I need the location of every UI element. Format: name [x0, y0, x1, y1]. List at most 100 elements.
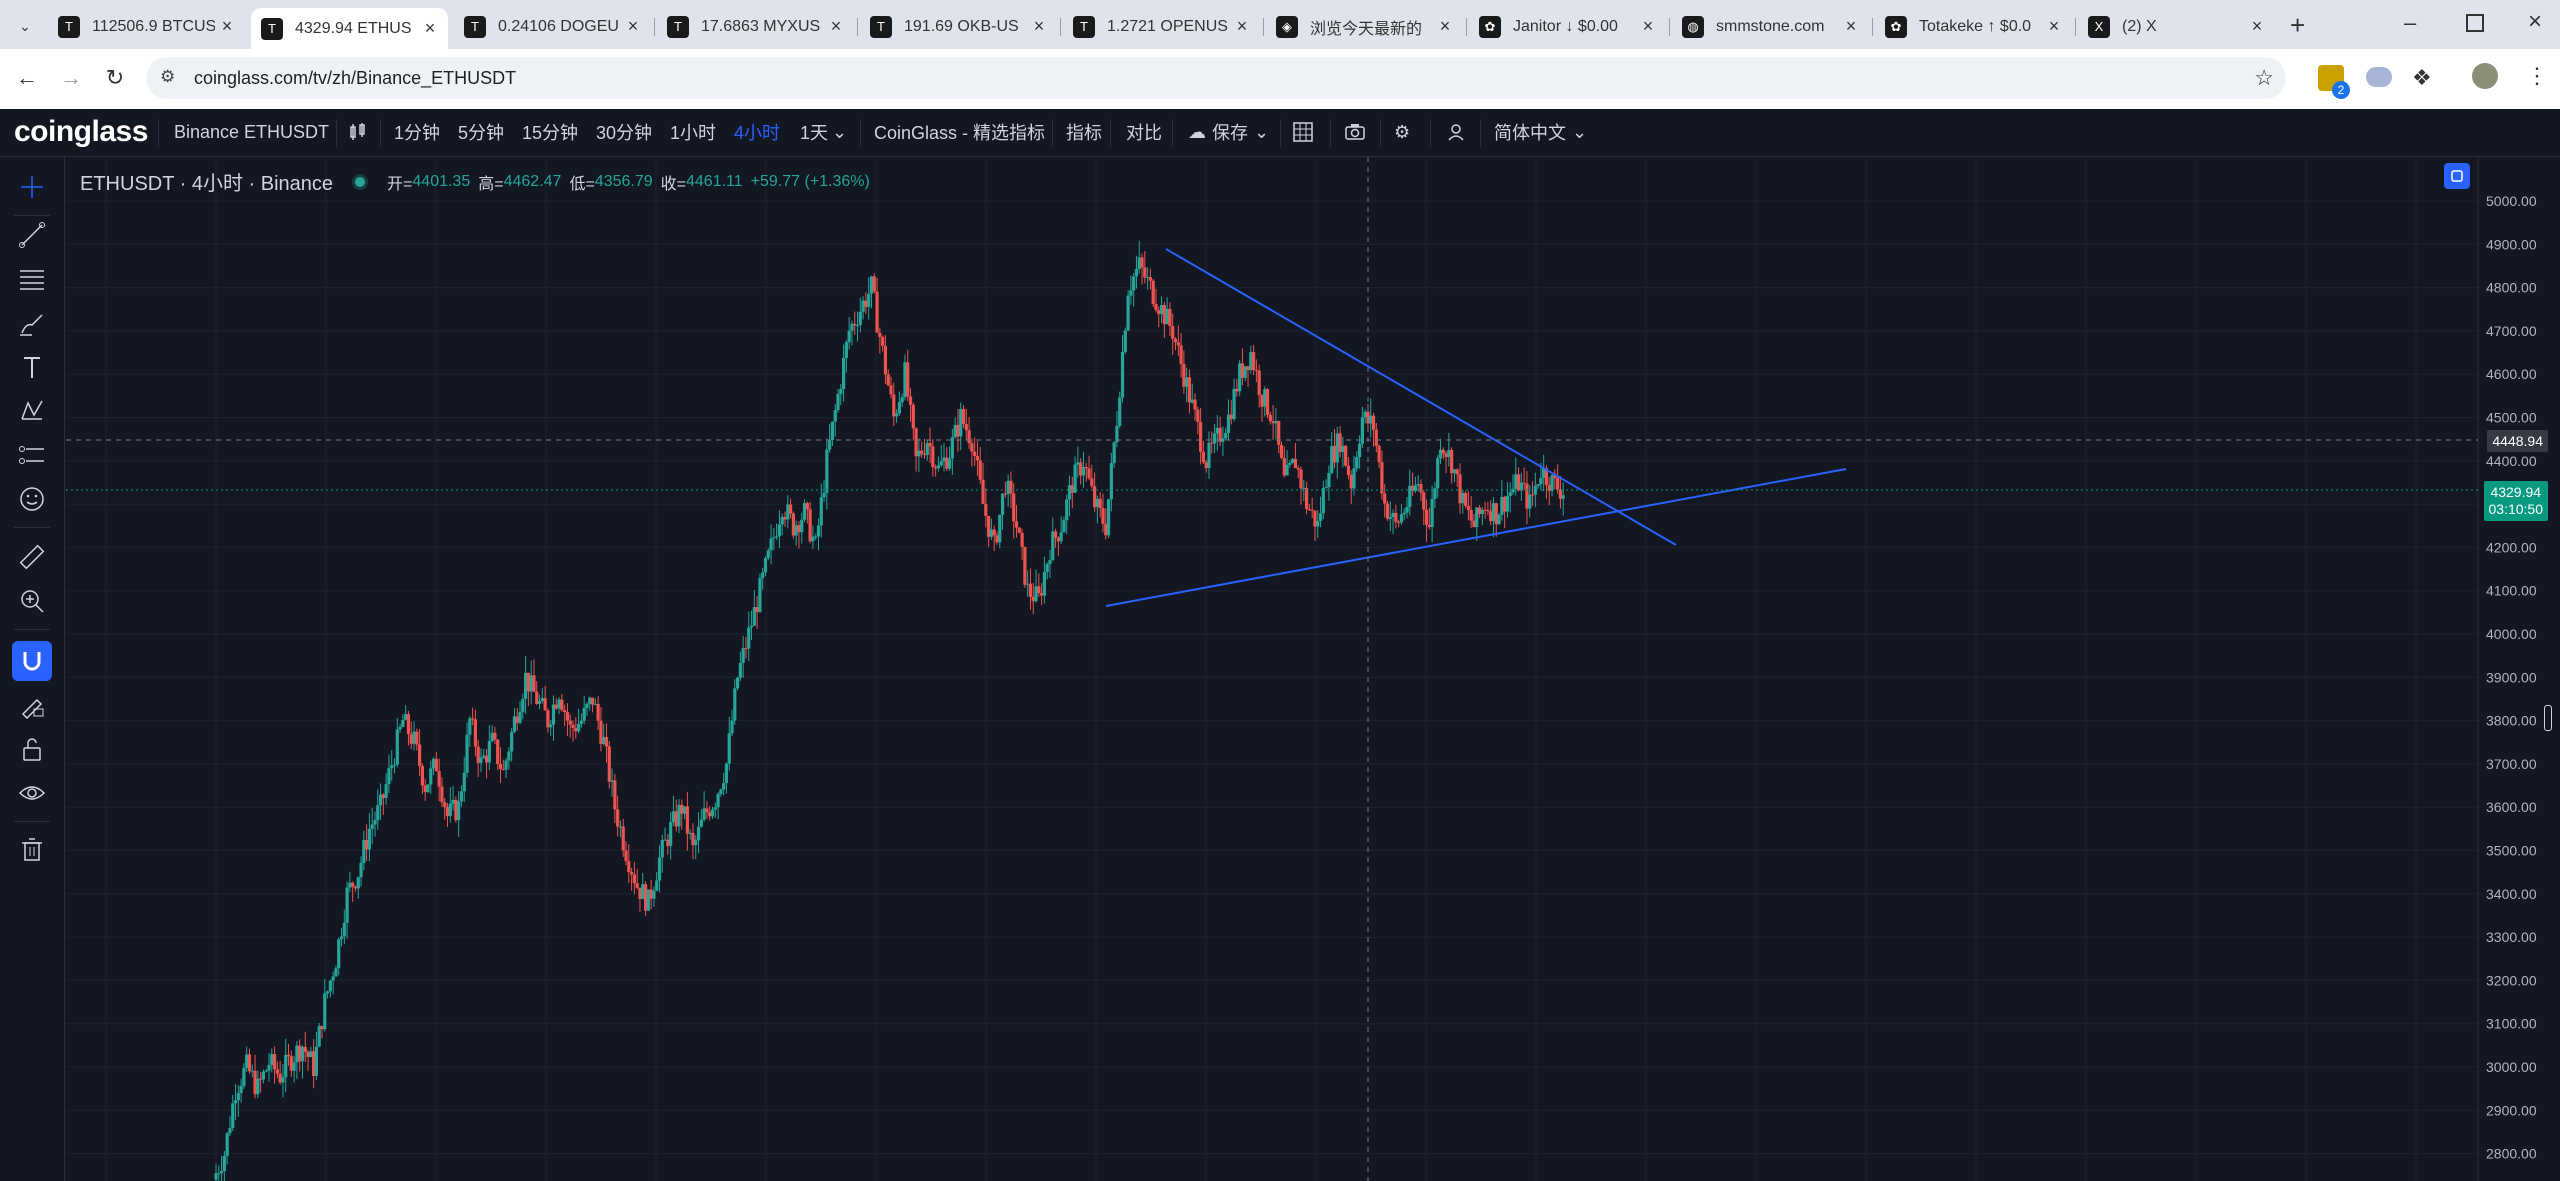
layout-grid-icon[interactable]: [1292, 117, 1314, 147]
interval-button[interactable]: 4小时: [734, 123, 781, 143]
browser-tab[interactable]: ✿ Janitor ↓ $0.00 ×: [1469, 8, 1666, 45]
restore-icon[interactable]: [2466, 14, 2484, 32]
measure-lines-icon[interactable]: [12, 435, 52, 475]
price-scale-handle[interactable]: [2544, 705, 2552, 731]
chart-pane[interactable]: 5000.00 4900.00 4800.00 4700.00 4600.00 4500.…: [66, 157, 2560, 1181]
forward-icon[interactable]: →: [60, 65, 82, 90]
legend-title[interactable]: ETHUSDT · 4小时 · Binance: [80, 173, 334, 195]
interval-button[interactable]: 5分钟: [458, 123, 505, 143]
back-icon[interactable]: ←: [16, 65, 38, 90]
candle-body: [1246, 366, 1250, 370]
settings-gear-icon[interactable]: ⚙: [1394, 121, 1411, 142]
candle-body: [894, 413, 899, 417]
extension-cloud-icon[interactable]: [2366, 67, 2392, 87]
candle-body: [892, 394, 896, 417]
reload-icon[interactable]: ↻: [105, 65, 125, 90]
interval-button[interactable]: 1小时: [670, 123, 717, 143]
omnibox[interactable]: ⚙ coinglass.com/tv/zh/Binance_ETHUSDT ☆: [146, 57, 2286, 99]
new-tab-button[interactable]: +: [2290, 10, 2306, 40]
coinglass-indicators-button[interactable]: CoinGlass - 精选指标: [874, 123, 1046, 143]
user-icon[interactable]: [1446, 117, 1466, 147]
candle-body: [828, 439, 832, 450]
horizontal-lines-icon[interactable]: [12, 259, 52, 299]
zoom-in-icon[interactable]: [12, 581, 52, 621]
unlock-icon[interactable]: [12, 729, 52, 769]
bookmark-star-icon[interactable]: ☆: [2254, 65, 2274, 90]
eye-icon[interactable]: [12, 773, 52, 813]
tab-close-icon[interactable]: ×: [1439, 16, 1451, 36]
interval-button[interactable]: 1分钟: [394, 123, 441, 143]
camera-icon[interactable]: [1344, 117, 1366, 147]
tab-favicon-icon: T: [261, 17, 283, 40]
candle-body: [998, 514, 1002, 543]
tab-close-icon[interactable]: ×: [1236, 16, 1248, 36]
candle-body: [507, 751, 511, 761]
interval-button[interactable]: 30分钟: [596, 123, 653, 143]
browser-tab[interactable]: T 112506.9 BTCUS ×: [48, 8, 245, 45]
tab-close-icon[interactable]: ×: [424, 18, 436, 38]
symbol-selector[interactable]: Binance ETHUSDT: [174, 121, 330, 142]
browser-tab[interactable]: T 0.24106 DOGEU ×: [454, 8, 651, 45]
candle-body: [708, 812, 712, 817]
browser-tab[interactable]: ◈ 浏览今天最新的 ×: [1266, 8, 1463, 45]
browser-tab[interactable]: ◍ smmstone.com ×: [1672, 8, 1869, 45]
browser-menu-icon[interactable]: ⋮: [2526, 63, 2548, 88]
trendline-icon[interactable]: [12, 215, 52, 255]
candle-body: [1118, 397, 1122, 426]
tab-close-icon[interactable]: ×: [1845, 16, 1857, 36]
candlestick-chart[interactable]: 5000.00 4900.00 4800.00 4700.00 4600.00 4500.…: [66, 157, 2560, 1181]
profile-avatar[interactable]: [2472, 63, 2498, 89]
interval-button[interactable]: 1天: [800, 123, 829, 143]
candle-body: [956, 424, 960, 437]
fullscreen-toggle-icon[interactable]: [2444, 163, 2470, 189]
trash-icon[interactable]: [12, 829, 52, 869]
candle-body: [710, 809, 715, 817]
crosshair-icon[interactable]: [12, 167, 52, 207]
magnet-icon[interactable]: [12, 641, 52, 681]
tab-close-icon[interactable]: ×: [2251, 16, 2263, 36]
candle-body: [1550, 475, 1554, 491]
interval-button[interactable]: 15分钟: [522, 123, 579, 143]
browser-tab[interactable]: ✿ Totakeke ↑ $0.0 ×: [1875, 8, 2072, 45]
candle-body: [365, 839, 369, 850]
candle-body: [557, 699, 561, 709]
tab-close-icon[interactable]: ×: [1642, 16, 1654, 36]
coinglass-logo[interactable]: coinglass: [14, 115, 148, 148]
tab-close-icon[interactable]: ×: [627, 16, 639, 36]
extensions-puzzle-icon[interactable]: ❖: [2412, 65, 2432, 90]
candle-body: [1296, 467, 1300, 470]
site-info-icon[interactable]: ⚙: [160, 67, 176, 86]
emoji-icon[interactable]: [12, 479, 52, 519]
compare-button[interactable]: 对比: [1126, 123, 1162, 143]
pattern-icon[interactable]: [12, 391, 52, 431]
ruler-icon[interactable]: [12, 537, 52, 577]
save-button[interactable]: ☁ 保存 ⌄: [1188, 117, 1269, 147]
brush-icon[interactable]: [12, 303, 52, 343]
candle-body: [1422, 492, 1426, 510]
lock-drawing-icon[interactable]: [12, 685, 52, 725]
interval-dropdown-icon[interactable]: ⌄: [832, 121, 848, 142]
tab-search-button[interactable]: ⌄: [19, 17, 31, 34]
tab-close-icon[interactable]: ×: [830, 16, 842, 36]
candle-body: [577, 723, 581, 732]
language-selector[interactable]: 简体中文 ⌄: [1494, 117, 1587, 147]
browser-tab[interactable]: X (2) X ×: [2078, 8, 2275, 45]
indicators-button[interactable]: 指标: [1066, 123, 1102, 143]
close-window-icon[interactable]: ×: [2528, 8, 2543, 35]
tab-close-icon[interactable]: ×: [1033, 16, 1045, 36]
candle-body: [445, 806, 450, 817]
tab-close-icon[interactable]: ×: [221, 16, 233, 36]
candle-body: [454, 799, 458, 821]
browser-tab[interactable]: T 191.69 OKB-US ×: [860, 8, 1057, 45]
browser-tab[interactable]: T 4329.94 ETHUS ×: [251, 8, 448, 49]
price-tick-label: 4600.00: [2486, 366, 2537, 382]
minimize-icon[interactable]: –: [2404, 10, 2417, 35]
browser-tab[interactable]: T 1.2721 OPENUS ×: [1063, 8, 1260, 45]
candle-body: [356, 877, 360, 889]
tab-close-icon[interactable]: ×: [2048, 16, 2060, 36]
candle-body: [928, 443, 932, 447]
chart-type-icon[interactable]: [348, 117, 368, 147]
text-icon[interactable]: [12, 347, 52, 387]
candle-body: [1346, 465, 1351, 475]
browser-tab[interactable]: T 17.6863 MYXUS ×: [657, 8, 854, 45]
